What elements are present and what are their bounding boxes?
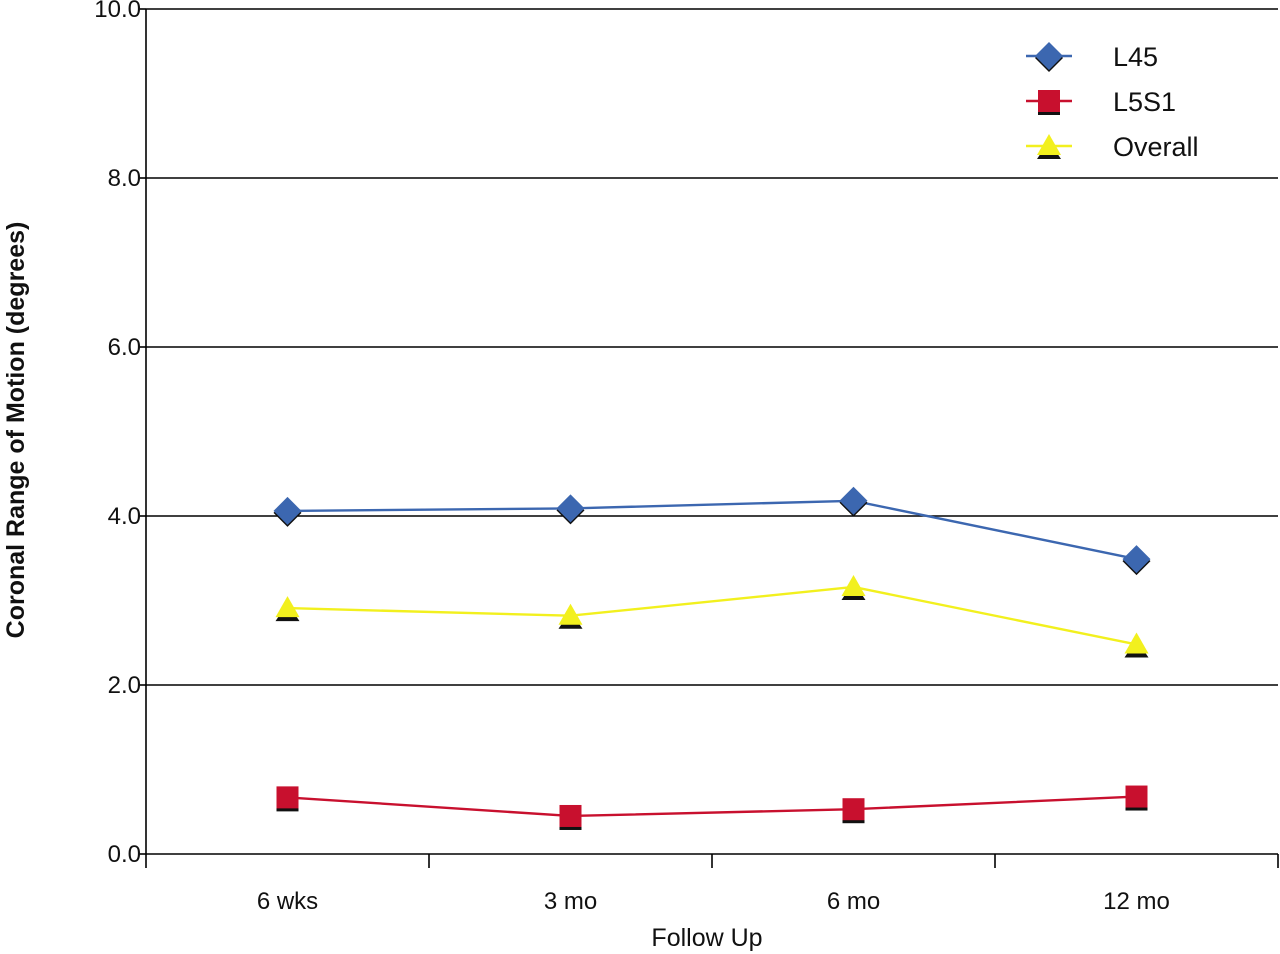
axes: 0.0 2.0 4.0 6.0 8.0 10.0 6 wks 3 mo 6 mo 12 mo	[94, 0, 1279, 915]
data-point	[839, 486, 868, 517]
y-tick-label: 0.0	[108, 841, 141, 868]
data-point	[1122, 545, 1151, 576]
y-tick-label: 6.0	[108, 334, 141, 361]
legend: L45 L5S1 Overall	[1026, 42, 1199, 162]
legend-label: Overall	[1113, 132, 1199, 162]
data-point	[841, 574, 866, 600]
y-axis-title: Coronal Range of Motion (degrees)	[2, 222, 30, 639]
y-tick-label: 10.0	[94, 0, 141, 23]
series-l45	[273, 486, 1151, 576]
legend-marker	[1038, 90, 1060, 115]
data-point	[559, 804, 582, 830]
x-axis-title: Follow Up	[651, 924, 762, 952]
x-tick-label: 12 mo	[1103, 888, 1170, 915]
y-tick-label: 4.0	[108, 503, 141, 530]
data-point	[556, 494, 585, 525]
legend-entry: L5S1	[1026, 87, 1176, 117]
series-line	[287, 499, 1137, 561]
series-l5s1	[276, 785, 1148, 830]
data-point	[1124, 632, 1149, 658]
data-point	[275, 596, 300, 622]
legend-entry: L45	[1026, 42, 1158, 72]
data-point	[558, 603, 583, 629]
x-tick-label: 6 mo	[827, 888, 880, 915]
data-point	[276, 786, 299, 812]
y-tick-label: 8.0	[108, 165, 141, 192]
x-tick-label: 6 wks	[257, 888, 318, 915]
legend-entry: Overall	[1026, 132, 1199, 162]
data-point	[1125, 785, 1148, 811]
y-tick-label: 2.0	[108, 672, 141, 699]
data-point	[273, 496, 302, 527]
legend-label: L5S1	[1113, 87, 1176, 117]
legend-label: L45	[1113, 42, 1158, 72]
series-layer	[273, 486, 1151, 830]
series-line	[287, 585, 1137, 646]
series-line	[287, 795, 1137, 818]
data-point	[842, 798, 865, 824]
series-overall	[275, 574, 1149, 658]
gridlines	[146, 8, 1278, 855]
legend-marker	[1037, 134, 1061, 159]
x-tick-label: 3 mo	[544, 888, 597, 915]
legend-marker	[1035, 42, 1063, 72]
